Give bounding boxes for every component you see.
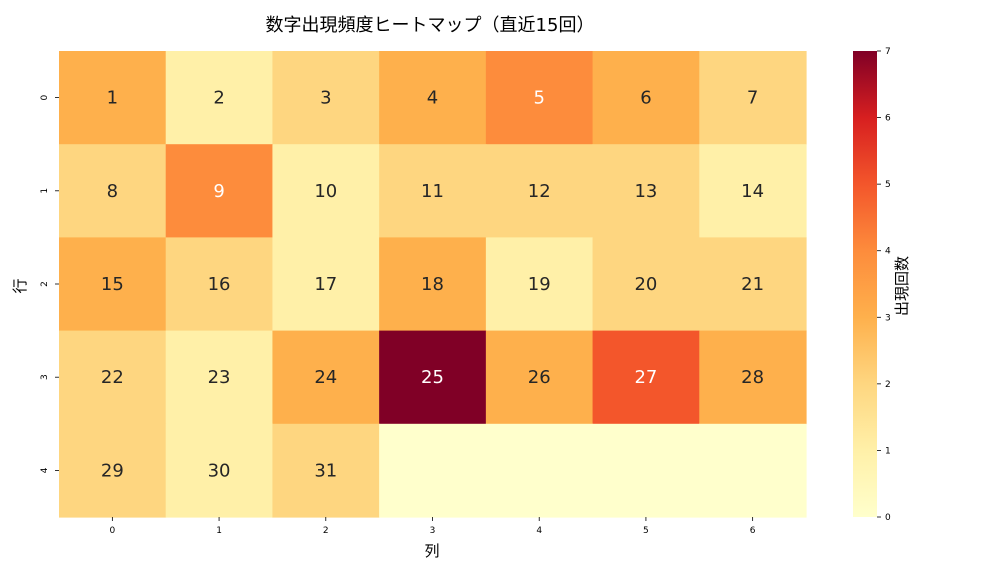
cell-label: 14 [741, 181, 764, 202]
heatmap-cell [59, 51, 167, 145]
x-tick-label: 6 [750, 526, 756, 536]
colorbar-tick-label: 0 [885, 513, 891, 523]
heatmap-cell [272, 237, 380, 332]
colorbar-tick-label: 7 [885, 47, 891, 57]
colorbar-ticks: 0 1 2 3 4 5 6 7 [877, 47, 891, 523]
cell-label: 18 [421, 274, 444, 295]
cell-label: 22 [101, 367, 124, 388]
heatmap-cell [59, 423, 167, 518]
heatmap-cell [699, 330, 807, 425]
cell-label: 1 [107, 88, 118, 109]
cell-label: 23 [208, 367, 231, 388]
heatmap-cell [485, 51, 594, 145]
heatmap-cells [59, 51, 807, 518]
colorbar-tick-label: 1 [885, 446, 891, 456]
cell-label: 11 [421, 181, 444, 202]
cell-label: 31 [314, 460, 337, 481]
cell-label: 5 [533, 88, 544, 109]
cell-label: 13 [634, 181, 657, 202]
heatmap-cell [59, 330, 167, 425]
heatmap-cell [59, 237, 167, 332]
x-tick-label: 3 [430, 526, 436, 536]
heatmap-cell [165, 330, 274, 425]
x-tick-label: 1 [216, 526, 222, 536]
heatmap-cell [165, 423, 274, 518]
cell-label: 17 [314, 274, 337, 295]
colorbar-tick-label: 2 [885, 380, 891, 390]
x-tick-label: 2 [323, 526, 329, 536]
heatmap-cell [379, 423, 487, 518]
heatmap-cell [592, 330, 700, 425]
x-tick-label: 4 [536, 526, 542, 536]
cell-label: 24 [314, 367, 337, 388]
cell-label: 20 [634, 274, 657, 295]
colorbar-tick-label: 3 [885, 313, 891, 323]
heatmap-cell [272, 144, 380, 238]
cell-label: 3 [320, 88, 331, 109]
heatmap-cell [272, 51, 380, 145]
heatmap-cell [699, 144, 807, 238]
cell-label: 29 [101, 460, 124, 481]
heatmap-cell [59, 144, 167, 238]
x-tick-label: 5 [643, 526, 649, 536]
heatmap-cell [379, 51, 487, 145]
cell-label: 12 [528, 181, 551, 202]
cell-label: 9 [213, 181, 224, 202]
cell-label: 8 [107, 181, 118, 202]
heatmap-cell [379, 144, 487, 238]
cell-label: 16 [208, 274, 231, 295]
y-axis-ticks: 0 1 2 3 4 [40, 94, 59, 473]
heatmap-cell [592, 51, 700, 145]
y-axis-title: 行 [11, 278, 29, 293]
cell-label: 25 [421, 367, 444, 388]
y-tick-label: 1 [40, 188, 50, 194]
heatmap-cell [165, 237, 274, 332]
cell-label: 27 [634, 367, 657, 388]
cell-label: 15 [101, 274, 124, 295]
x-tick-label: 0 [109, 526, 115, 536]
cell-label: 21 [741, 274, 764, 295]
heatmap-cell [699, 51, 807, 145]
cell-label: 26 [528, 367, 551, 388]
y-tick-label: 0 [40, 94, 50, 100]
heatmap-cell [699, 423, 807, 518]
heatmap-cell [485, 144, 594, 238]
heatmap-cell [592, 237, 700, 332]
heatmap-cell [592, 144, 700, 238]
cell-label: 10 [314, 181, 337, 202]
x-axis-ticks: 0 1 2 3 4 5 6 [109, 517, 756, 536]
heatmap-cell [272, 423, 380, 518]
heatmap-cell [485, 330, 594, 425]
colorbar-tick-label: 5 [885, 180, 891, 190]
cell-label: 7 [747, 88, 758, 109]
heatmap-cell [485, 423, 594, 518]
heatmap-cell [165, 144, 274, 238]
heatmap-cell [592, 423, 700, 518]
y-tick-label: 2 [40, 281, 50, 287]
chart-title: 数字出現頻度ヒートマップ（直近15回） [266, 15, 595, 36]
heatmap-cell [379, 237, 487, 332]
colorbar-tick-label: 4 [885, 247, 891, 257]
cell-label: 6 [640, 88, 651, 109]
heatmap-cell [165, 51, 274, 145]
heatmap-cell [699, 237, 807, 332]
y-tick-label: 3 [40, 374, 50, 380]
colorbar-title: 出現回数 [893, 256, 911, 316]
heatmap-cell [272, 330, 380, 425]
colorbar [853, 51, 877, 517]
cell-label: 4 [427, 88, 438, 109]
heatmap-cell [379, 330, 487, 425]
heatmap-cell [485, 237, 594, 332]
cell-label: 19 [528, 274, 551, 295]
x-axis-title: 列 [424, 542, 439, 560]
y-tick-label: 4 [40, 467, 50, 473]
cell-label: 30 [208, 460, 231, 481]
cell-label: 28 [741, 367, 764, 388]
cell-label: 2 [213, 88, 224, 109]
colorbar-tick-label: 6 [885, 114, 891, 124]
